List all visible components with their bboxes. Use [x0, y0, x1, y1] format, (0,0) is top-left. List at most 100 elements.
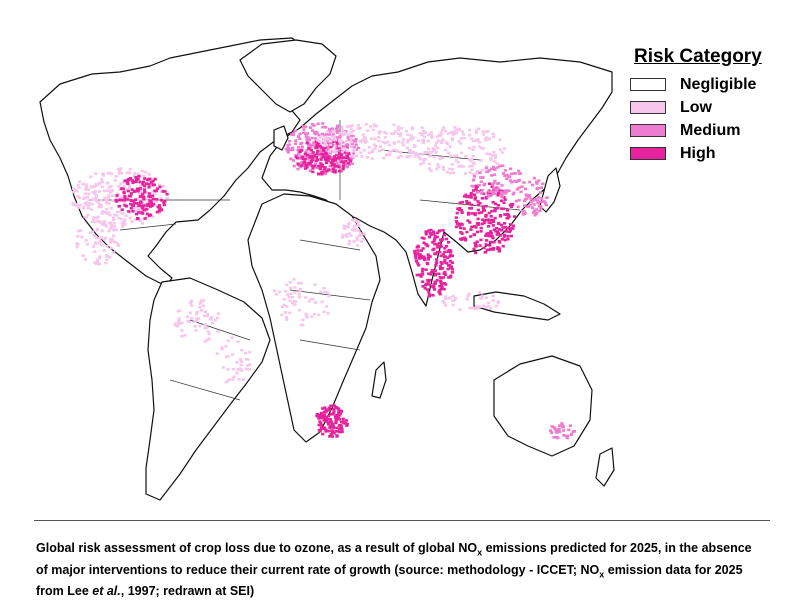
risk-cell — [156, 187, 160, 190]
risk-cell — [363, 135, 367, 139]
risk-cell — [459, 142, 463, 145]
risk-cell — [513, 215, 517, 218]
risk-cell — [205, 326, 209, 329]
risk-cell — [448, 276, 452, 279]
risk-cell — [434, 144, 438, 147]
risk-cell — [301, 318, 305, 322]
risk-cell — [354, 148, 358, 151]
risk-cell — [237, 378, 241, 381]
risk-cell — [483, 182, 487, 186]
risk-cell — [123, 204, 127, 207]
risk-cell — [296, 281, 301, 285]
risk-cell — [320, 132, 324, 136]
risk-cell — [351, 134, 355, 138]
risk-cell — [155, 198, 159, 201]
risk-cell — [366, 129, 370, 133]
risk-cell — [468, 146, 472, 150]
risk-cell — [109, 206, 113, 210]
risk-cell — [142, 174, 146, 178]
risk-cell — [130, 190, 134, 193]
risk-cell — [433, 242, 437, 246]
risk-cell — [100, 243, 104, 247]
risk-cell — [310, 155, 314, 158]
risk-cell — [345, 149, 350, 153]
risk-cell — [150, 204, 154, 207]
risk-cell — [81, 254, 85, 257]
risk-cell — [173, 323, 177, 327]
risk-cell — [341, 164, 345, 168]
risk-cell — [533, 209, 537, 212]
risk-cell — [151, 215, 155, 219]
risk-cell — [451, 133, 455, 136]
risk-cell — [288, 281, 292, 284]
risk-cell — [392, 132, 396, 136]
risk-cell — [396, 132, 401, 135]
risk-cell — [138, 219, 142, 223]
risk-cell — [151, 183, 155, 187]
risk-cell — [437, 139, 441, 142]
risk-cell — [98, 236, 102, 240]
risk-cell — [300, 323, 304, 327]
risk-cell — [464, 154, 468, 158]
risk-cell — [272, 289, 277, 293]
risk-cell — [285, 283, 289, 287]
risk-cell — [72, 187, 76, 191]
risk-cell — [220, 346, 224, 349]
risk-cell — [449, 274, 453, 278]
risk-cell — [381, 140, 385, 144]
risk-cell — [352, 146, 356, 149]
risk-cell — [471, 185, 476, 188]
risk-cell — [496, 187, 500, 190]
risk-cell — [325, 169, 329, 173]
risk-cell — [86, 195, 90, 199]
risk-cell — [486, 305, 490, 308]
risk-cell — [299, 165, 303, 169]
risk-cell — [87, 198, 91, 202]
risk-cell — [339, 409, 343, 413]
risk-cell — [355, 220, 359, 224]
risk-cell — [511, 224, 515, 228]
risk-cell — [427, 167, 431, 170]
risk-cell — [454, 216, 458, 219]
risk-cell — [412, 145, 416, 149]
risk-cell — [113, 179, 117, 182]
risk-cell — [434, 264, 438, 267]
risk-cell — [550, 431, 554, 434]
risk-cell — [339, 131, 343, 135]
risk-cell — [481, 176, 485, 179]
risk-cell — [128, 195, 132, 198]
risk-cell — [343, 156, 347, 160]
risk-cell — [117, 216, 121, 220]
risk-cell — [487, 221, 491, 224]
risk-cell — [311, 167, 315, 170]
risk-cell — [129, 192, 133, 195]
risk-cell — [299, 142, 303, 146]
risk-cell — [505, 209, 509, 212]
risk-cell — [347, 242, 351, 246]
risk-cell — [442, 255, 447, 259]
risk-cell — [307, 145, 311, 148]
risk-cell — [336, 131, 340, 134]
risk-cell — [398, 151, 402, 154]
risk-cell — [349, 136, 353, 140]
risk-cell — [341, 233, 345, 237]
risk-cell — [470, 164, 474, 168]
risk-cell — [122, 221, 126, 225]
risk-cell — [473, 213, 477, 217]
risk-cell — [451, 299, 455, 302]
risk-cell — [489, 230, 493, 233]
risk-cell — [274, 293, 278, 296]
risk-cell — [470, 157, 474, 161]
risk-cell — [303, 125, 307, 128]
risk-cell — [565, 436, 569, 440]
risk-cell — [158, 185, 162, 189]
risk-cell — [287, 143, 291, 146]
risk-cell — [448, 259, 452, 263]
risk-cell — [340, 128, 345, 132]
risk-cell — [440, 128, 444, 132]
risk-cell — [298, 132, 302, 136]
risk-cell — [377, 139, 381, 143]
risk-cell — [330, 435, 334, 438]
risk-cell — [543, 202, 548, 205]
risk-cell — [498, 164, 502, 168]
